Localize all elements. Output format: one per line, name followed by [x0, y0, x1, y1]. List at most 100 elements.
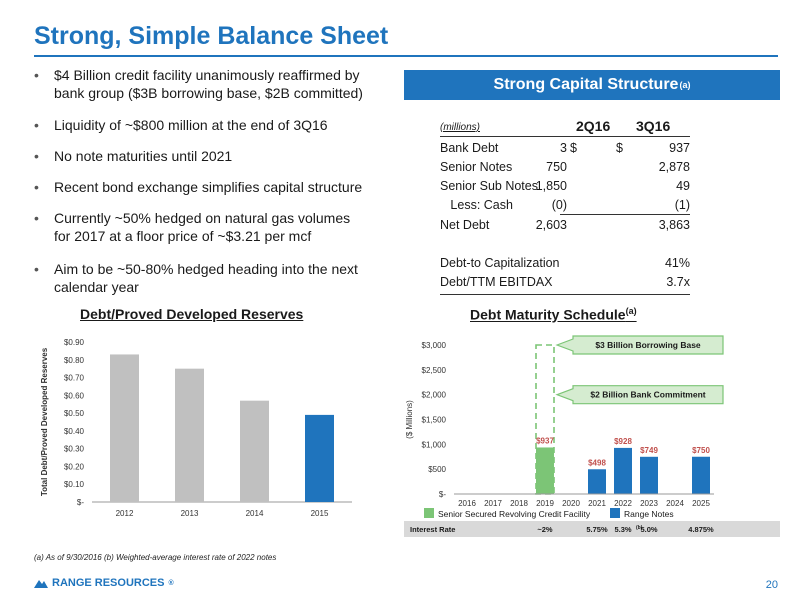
capital-structure-title: Strong Capital Structure	[493, 76, 679, 93]
maturity-chart: ($ Millions) $- $500 $1,000 $1,500 $2,000 $2,5…	[404, 335, 780, 537]
x-tick-label: 2024	[666, 499, 684, 508]
currency-symbol: $	[570, 141, 577, 155]
x-tick-label: 2015	[311, 509, 329, 518]
value-3q16: 2,878	[658, 160, 690, 174]
callout-label: $3 Billion Borrowing Base	[595, 340, 701, 350]
bar-2025-notes	[692, 456, 710, 494]
y-tick-label: $3,000	[422, 341, 447, 350]
bar-2012	[110, 354, 139, 502]
ratio-label: Debt/TTM EBITDAX	[440, 275, 553, 289]
interest-rate-note: (b)	[636, 525, 643, 531]
x-tick-label: 2023	[640, 499, 658, 508]
legend-swatch-revolver	[424, 508, 434, 518]
table-header-row: (millions) 2Q16 3Q16	[440, 118, 690, 136]
ratio-label: Debt-to Capitalization	[440, 256, 560, 270]
x-tick-label: 2022	[614, 499, 632, 508]
interest-rate-value: 5.3%	[614, 525, 631, 534]
y-tick-label: $1,500	[422, 416, 447, 425]
y-tick-label: $-	[77, 498, 84, 507]
title-rule	[34, 55, 778, 57]
bar-2013	[175, 368, 204, 502]
bar-value-label: $749	[640, 446, 658, 455]
x-tick-label: 2013	[181, 509, 199, 518]
x-tick-label: 2012	[116, 509, 134, 518]
interest-rate-value: 4.875%	[688, 525, 714, 534]
row-label: Bank Debt	[440, 141, 499, 155]
x-tick-label: 2017	[484, 499, 502, 508]
interest-rate-strip	[404, 521, 780, 537]
page-number: 20	[765, 579, 778, 591]
table-row: Bank Debt $ 3 $ 937	[440, 141, 690, 159]
bar-2022-notes	[614, 447, 632, 494]
bar-2023-notes	[640, 456, 658, 494]
bullet-item: • Aim to be ~50-80% hedged heading into t…	[34, 261, 358, 295]
value-2q16: (0)	[551, 198, 567, 212]
legend-label-notes: Range Notes	[624, 509, 674, 519]
capital-structure-header: Strong Capital Structure (a)	[404, 70, 780, 100]
table-row: Less: Cash (0) (1)	[440, 198, 690, 216]
bar-value-label: $928	[614, 437, 632, 446]
bar-2019-revolver	[536, 447, 554, 494]
y-tick-label: $-	[439, 490, 446, 499]
y-tick-label: $0.60	[64, 391, 85, 400]
y-tick-label: $0.70	[64, 374, 85, 383]
value-3q16: 49	[676, 179, 690, 193]
legend-label-revolver: Senior Secured Revolving Credit Facility	[438, 509, 591, 519]
legend-swatch-notes	[610, 508, 620, 518]
x-tick-label: 2019	[536, 499, 554, 508]
ratio-value: 3.7x	[666, 275, 690, 289]
y-tick-label: $2,500	[422, 366, 447, 375]
bullet-item: • Currently ~50% hedged on natural gas vo…	[34, 210, 351, 244]
interest-rate-value: 5.0%	[640, 525, 657, 534]
y-tick-label: $0.20	[64, 462, 85, 471]
column-header-2q16: 2Q16	[576, 118, 611, 134]
bar-2021-notes	[588, 469, 606, 494]
value-2q16: 2,603	[535, 218, 567, 232]
y-tick-label: $0.50	[64, 409, 85, 418]
maturity-chart-title-text: Debt Maturity Schedule	[470, 306, 626, 323]
row-label: Less: Cash	[440, 198, 513, 212]
bar-2014	[240, 400, 269, 502]
value-2q16: 1,850	[535, 179, 567, 193]
y-tick-label: $2,000	[422, 391, 447, 400]
currency-symbol: $	[616, 141, 623, 155]
y-tick-label: $500	[428, 465, 446, 474]
value-2q16: 750	[546, 160, 567, 174]
page-title: Strong, Simple Balance Sheet	[34, 22, 389, 50]
x-tick-label: 2016	[458, 499, 476, 508]
row-label: Senior Sub Notes	[440, 179, 538, 193]
interest-rate-value: ~2%	[537, 525, 553, 534]
interest-rate-label: Interest Rate	[410, 525, 455, 534]
bullet-item: • $4 Billion credit facility unanimously …	[34, 67, 363, 101]
bar-value-label: $750	[692, 446, 710, 455]
y-tick-label: $0.40	[64, 427, 85, 436]
ratio-row: Debt/TTM EBITDAX 3.7x	[440, 275, 690, 293]
y-tick-label: $0.10	[64, 480, 85, 489]
footnote: (a) As of 9/30/2016 (b) Weighted-average…	[34, 553, 277, 562]
x-tick-label: 2021	[588, 499, 606, 508]
y-tick-label: $1,000	[422, 440, 447, 449]
callout-box	[555, 385, 724, 405]
callout-label: $2 Billion Bank Commitment	[590, 390, 705, 400]
ratio-value: 41%	[664, 256, 690, 270]
value-2q16: 3	[560, 141, 567, 155]
maturity-chart-title-note: (a)	[625, 306, 637, 316]
y-tick-label: $0.80	[64, 356, 85, 365]
company-logo: RANGE RESOURCES ®	[34, 577, 174, 589]
y-tick-label: $0.30	[64, 445, 85, 454]
interest-rate-value: 5.75%	[586, 525, 608, 534]
table-bottom-rule	[440, 294, 690, 295]
bullet-item: • Liquidity of ~$800 million at the end o…	[34, 117, 328, 133]
maturity-chart-title: Debt Maturity Schedule(a)	[470, 306, 637, 323]
x-tick-label: 2020	[562, 499, 580, 508]
bullet-item: • No note maturities until 2021	[34, 148, 233, 164]
x-tick-label: 2014	[246, 509, 264, 518]
value-3q16: 3,863	[658, 218, 690, 232]
units-label: (millions)	[440, 122, 480, 133]
logo-text: RANGE RESOURCES	[52, 577, 165, 589]
bar-value-label: $937	[536, 436, 554, 445]
y-axis-label: Total Debt/Proved Developed Reserves	[40, 347, 49, 496]
table-row: Senior Notes 750 2,878	[440, 160, 690, 178]
ratio-row: Debt-to Capitalization 41%	[440, 256, 690, 274]
value-3q16: 937	[669, 141, 690, 155]
